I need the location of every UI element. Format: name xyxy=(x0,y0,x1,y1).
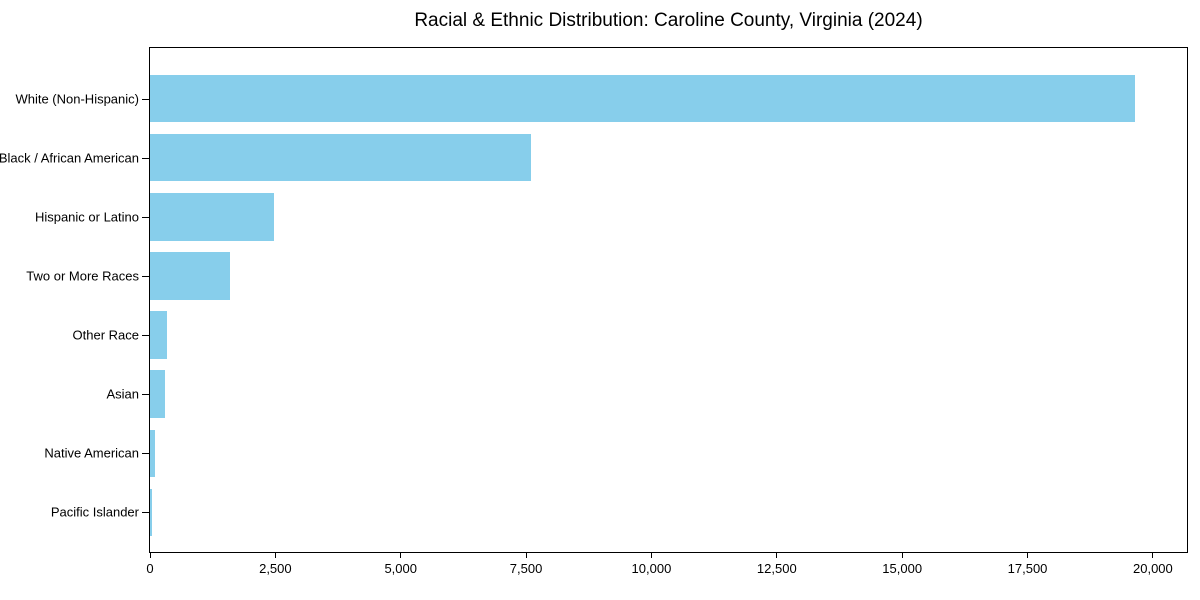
x-tick-mark xyxy=(650,552,652,558)
y-axis-category-label: Hispanic or Latino xyxy=(34,209,139,225)
x-tick-label: 20,000 xyxy=(1133,561,1173,576)
y-axis-category-label: Two or More Races xyxy=(26,268,139,284)
bar xyxy=(150,74,1136,123)
x-tick-mark xyxy=(776,552,778,558)
x-tick-mark xyxy=(400,552,402,558)
y-tick-mark xyxy=(142,512,149,514)
x-tick-mark xyxy=(274,552,276,558)
x-tick-label: 17,500 xyxy=(1007,561,1048,576)
bar-row: Other Race xyxy=(73,306,1187,365)
plot-area: White (Non-Hispanic) Black / African Ame… xyxy=(0,47,1188,576)
bar xyxy=(150,429,155,478)
x-tick-label: 5,000 xyxy=(384,561,417,576)
bar xyxy=(150,488,152,537)
bar-row: White (Non-Hispanic) xyxy=(15,69,1187,128)
y-axis-category-label: Other Race xyxy=(72,327,139,343)
x-tick-label: 15,000 xyxy=(882,561,923,576)
y-tick-mark xyxy=(142,98,149,100)
bar-row: Hispanic or Latino xyxy=(35,187,1187,246)
bar-row: Pacific Islander xyxy=(51,483,1187,542)
x-tick-mark xyxy=(901,552,903,558)
bar-row: Native American xyxy=(44,424,1187,483)
y-tick-mark xyxy=(142,216,149,218)
bar-row: Black / African American xyxy=(0,128,1187,187)
y-tick-mark xyxy=(142,157,149,159)
x-tick-mark xyxy=(1027,552,1029,558)
bar xyxy=(150,311,168,359)
y-axis-category-label: Black / African American xyxy=(0,150,139,166)
x-tick-mark xyxy=(525,552,527,558)
x-tick-label: 12,500 xyxy=(756,561,797,576)
y-axis-category-label: Native American xyxy=(44,445,139,461)
x-tick-label: 2,500 xyxy=(259,561,292,576)
y-tick-mark xyxy=(142,275,149,277)
bar xyxy=(150,193,274,241)
y-axis-category-label: Asian xyxy=(106,386,139,402)
bar xyxy=(150,133,532,182)
y-tick-mark xyxy=(142,453,149,455)
x-tick-label: 0 xyxy=(146,561,154,576)
x-tick-mark xyxy=(149,552,151,558)
bar-row: Asian xyxy=(106,365,1187,424)
y-axis-category-label: White (Non-Hispanic) xyxy=(15,91,139,107)
bar xyxy=(150,370,166,418)
y-tick-mark xyxy=(142,335,149,337)
x-tick-label: 7,500 xyxy=(509,561,543,576)
chart-title: Racial & Ethnic Distribution: Caroline C… xyxy=(414,10,923,31)
y-axis-category-label: Pacific Islander xyxy=(50,504,139,520)
y-tick-mark xyxy=(142,394,149,396)
x-tick-mark xyxy=(1152,552,1154,558)
bar xyxy=(150,252,230,300)
bar-row: Two or More Races xyxy=(26,246,1187,305)
x-tick-label: 10,000 xyxy=(631,561,672,576)
bar-rows-container: White (Non-Hispanic) Black / African Ame… xyxy=(0,69,1187,542)
